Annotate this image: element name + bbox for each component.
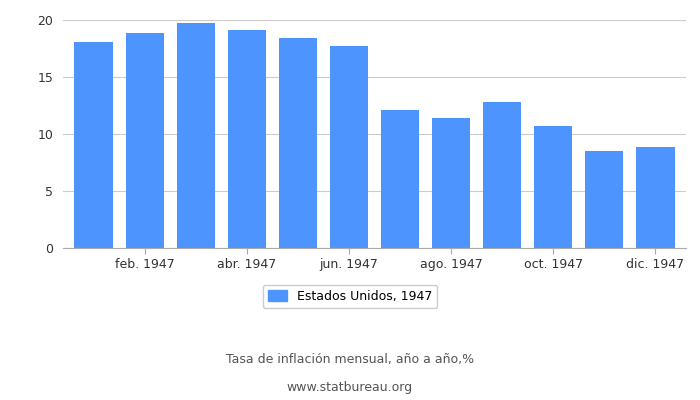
- Bar: [432, 118, 470, 248]
- Bar: [534, 126, 573, 248]
- Legend: Estados Unidos, 1947: Estados Unidos, 1947: [263, 285, 437, 308]
- Bar: [585, 151, 624, 248]
- Bar: [279, 38, 317, 248]
- Bar: [176, 24, 215, 248]
- Bar: [381, 110, 419, 248]
- Bar: [228, 30, 266, 248]
- Bar: [483, 102, 522, 248]
- Text: www.statbureau.org: www.statbureau.org: [287, 382, 413, 394]
- Bar: [330, 46, 368, 248]
- Bar: [636, 146, 675, 248]
- Bar: [125, 32, 164, 248]
- Bar: [74, 42, 113, 248]
- Text: Tasa de inflación mensual, año a año,%: Tasa de inflación mensual, año a año,%: [226, 354, 474, 366]
